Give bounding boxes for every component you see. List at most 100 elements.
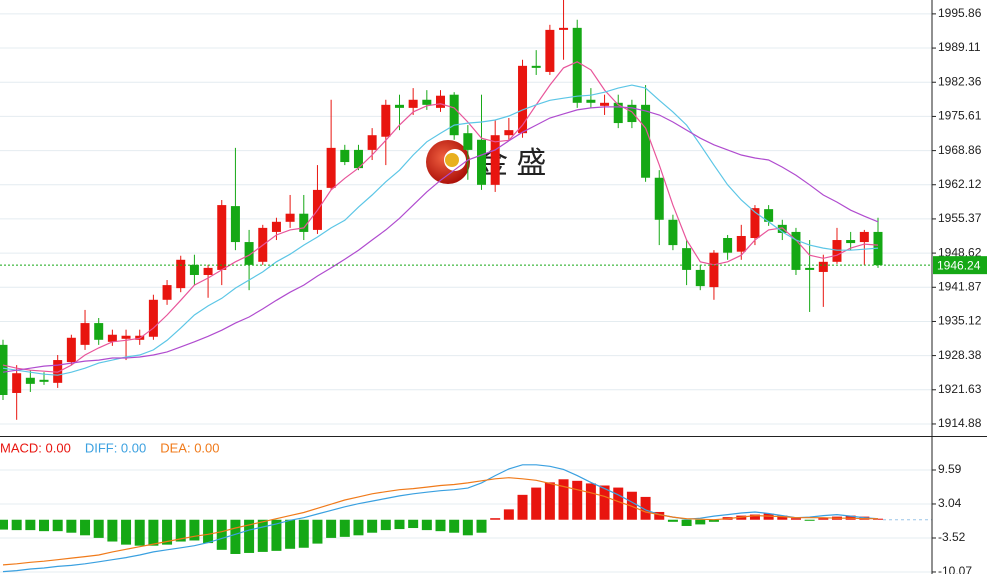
macd-line	[2, 477, 878, 566]
macd-bar	[148, 519, 159, 546]
candle-body	[641, 104, 651, 178]
candle-body	[695, 269, 705, 287]
macd-bar	[695, 519, 706, 525]
macd-bar	[476, 519, 487, 533]
candle-body	[121, 335, 131, 339]
macd-bar	[449, 519, 460, 533]
axis: 1995.86 1989.11 1982.36 1975.61 1968.86 1962.…	[932, 6, 987, 574]
macd-bar	[804, 519, 815, 521]
candle-body	[422, 99, 432, 105]
legend-entry: MACD: 0.00	[0, 440, 71, 455]
candle-body	[586, 99, 596, 103]
macd-bar	[421, 519, 432, 531]
macd-bar	[52, 519, 63, 532]
y-tick-label: 1962.12	[938, 177, 982, 191]
legend-entry: DIFF: 0.00	[85, 440, 146, 455]
macd-bar	[394, 519, 405, 530]
macd-bar	[244, 519, 255, 553]
macd-bar	[39, 519, 50, 532]
candle-body	[777, 224, 787, 233]
macd-line	[2, 464, 879, 573]
macd-bar	[558, 479, 569, 520]
candle-body	[80, 323, 90, 345]
macd-bar	[353, 519, 364, 536]
candle-body	[39, 379, 49, 382]
candle-body	[750, 208, 760, 239]
y-tick-label: 1982.36	[938, 74, 982, 88]
candle-body	[271, 221, 281, 232]
macd-legend: MACD: 0.00 DIFF: 0.00 DEA: 0.00	[0, 440, 220, 455]
macd-bar	[80, 519, 91, 536]
current-price-label: 1946.24	[937, 258, 981, 272]
macd-bar	[599, 485, 610, 520]
candle-body	[230, 206, 240, 243]
macd-bar	[380, 519, 391, 531]
moving-average-line	[2, 84, 879, 376]
candle-body	[299, 213, 309, 232]
candle-body	[203, 267, 213, 275]
y-tick-label: 1975.61	[938, 109, 982, 123]
macd-bar	[326, 519, 337, 538]
candle-body	[217, 205, 227, 270]
macd-bar	[216, 519, 227, 550]
macd-bar	[107, 519, 118, 542]
y-tick-label: -3.52	[938, 530, 966, 544]
macd-bar	[25, 519, 36, 531]
candle-body	[709, 252, 719, 288]
macd-bar	[162, 519, 173, 545]
candle-body	[477, 139, 487, 185]
candle-body	[682, 248, 692, 270]
candle-body	[162, 285, 172, 300]
macd-bar	[175, 519, 186, 542]
macd-bar	[777, 515, 788, 520]
candle-body	[107, 334, 117, 342]
candle-body	[449, 94, 459, 136]
candle-body	[176, 259, 186, 289]
candle-body	[600, 102, 610, 106]
candle-body	[148, 299, 158, 337]
candle-body	[736, 235, 746, 252]
macd-bar	[203, 519, 214, 544]
macd-bar	[572, 480, 583, 520]
macd-bar	[189, 519, 200, 541]
macd-bar	[271, 519, 282, 551]
macd-bar	[312, 519, 323, 544]
candle-body	[531, 65, 541, 68]
macd-bar	[367, 519, 378, 533]
macd-bar	[818, 518, 829, 520]
candle-body	[572, 27, 582, 103]
candle-body	[12, 373, 22, 393]
macd-bar	[435, 519, 446, 532]
y-tick-label: 1941.87	[938, 279, 982, 293]
candle-body	[654, 177, 664, 220]
macd-bar	[462, 519, 473, 536]
candle-body	[613, 102, 623, 124]
candle-body	[463, 133, 473, 150]
macd-bar	[11, 519, 22, 531]
logo-dot	[445, 153, 459, 167]
candle-body	[326, 147, 336, 188]
y-tick-label: 1955.37	[938, 211, 982, 225]
candle-body	[846, 240, 856, 244]
candle-body	[66, 337, 76, 363]
macd-bar	[490, 518, 501, 520]
current-price-box	[933, 256, 987, 275]
macd-bar	[257, 519, 268, 552]
candle-body	[559, 27, 569, 30]
macd-bar	[408, 519, 419, 529]
y-tick-label: 1968.86	[938, 143, 982, 157]
y-tick-label: -10.07	[938, 564, 972, 574]
candle-body	[353, 149, 363, 169]
macd-bar	[585, 483, 596, 520]
candle-body	[518, 65, 528, 134]
macd-bar	[667, 519, 678, 522]
macd-bar	[749, 514, 760, 520]
y-tick-label: 1948.62	[938, 245, 982, 259]
candle-body	[285, 213, 295, 222]
y-tick-label: 1921.63	[938, 382, 982, 396]
macd-bar	[134, 519, 145, 546]
moving-average-line	[2, 61, 879, 373]
candle-body	[340, 149, 350, 163]
macd-bar	[790, 518, 801, 520]
